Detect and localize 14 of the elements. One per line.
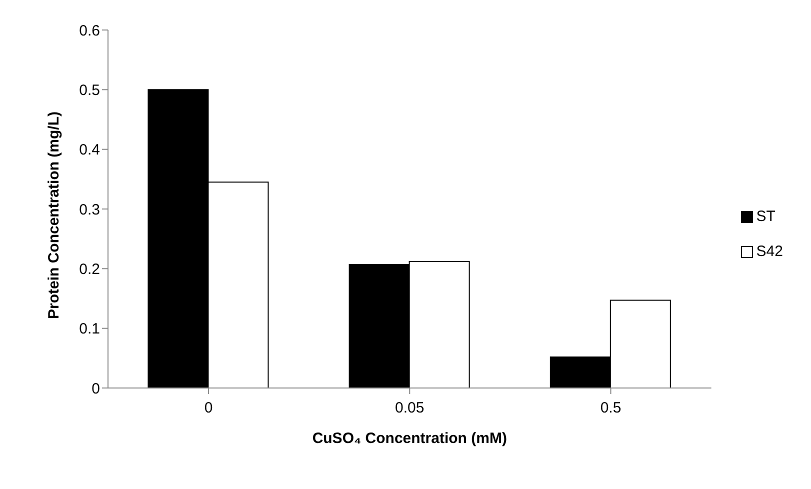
y-tick-label: 0.4 [79,142,100,159]
x-tick-label: 0 [204,400,213,417]
y-tick-label: 0.2 [79,260,100,278]
x-axis-title: CuSO₄ Concentration (mM) [312,430,507,447]
y-tick-label: 0.1 [79,320,100,338]
y-tick-label: 0 [92,380,100,398]
y-tick-label: 0.5 [79,82,100,99]
legend-label: ST [756,208,776,225]
x-tick-label: 0.05 [395,400,424,417]
y-axis-title: Protein Concentration (mg/L) [45,112,62,319]
legend-label: S42 [756,243,783,260]
x-tick-label: 0.5 [600,400,622,417]
y-tick-label: 0.3 [79,201,100,218]
y-tick-label: 0.6 [79,22,100,40]
